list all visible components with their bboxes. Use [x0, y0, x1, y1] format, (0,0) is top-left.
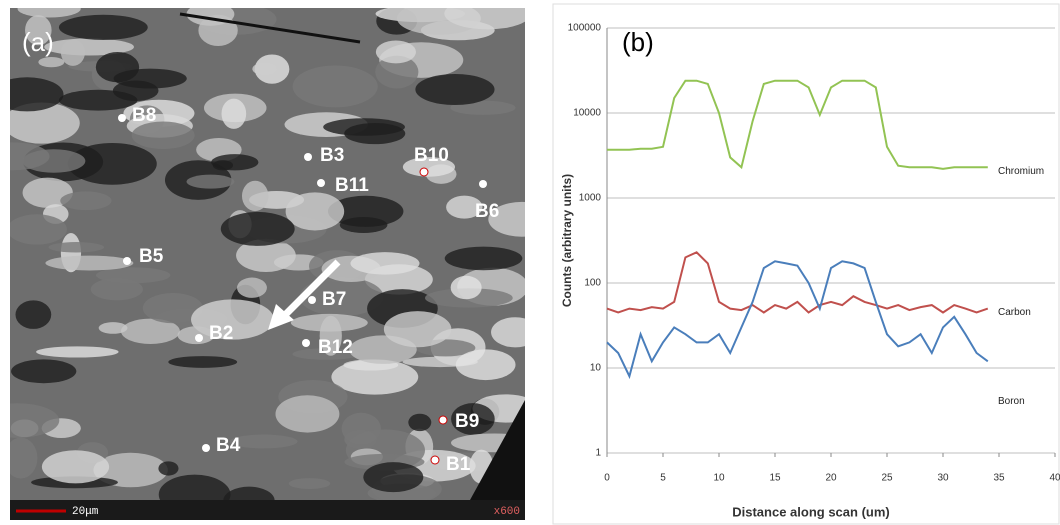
grain [491, 317, 539, 347]
grain [18, 0, 81, 17]
point-label: B10 [414, 145, 449, 166]
grain [363, 462, 423, 492]
grain [451, 276, 482, 299]
grain [15, 300, 51, 329]
point-label: B5 [139, 246, 164, 267]
x-tick-label: 20 [825, 473, 837, 484]
point-marker [317, 179, 325, 187]
point-label: B6 [475, 201, 499, 222]
grain [445, 247, 523, 271]
figure: 20μm x600 (a) (b) B1 B2 B3 B4 B5 B6 B7 B8 B9 B10 B… [0, 0, 1060, 525]
grain [7, 214, 67, 244]
grain [99, 322, 128, 334]
grain [456, 349, 516, 380]
point-marker [420, 168, 428, 176]
y-tick-label: 100000 [568, 23, 602, 34]
x-tick-label: 25 [881, 473, 893, 484]
y-tick-label: 1000 [579, 193, 602, 204]
series-label: Boron [998, 396, 1025, 407]
grain [252, 63, 277, 76]
grain [242, 181, 268, 211]
point-label: B4 [216, 435, 241, 456]
point-label: B7 [322, 289, 346, 310]
point-marker [479, 180, 487, 188]
grain [275, 395, 339, 432]
grain [323, 118, 405, 136]
magnification: x600 [494, 506, 520, 518]
x-tick-label: 0 [604, 473, 610, 484]
grain [11, 359, 76, 383]
y-tick-label: 10 [590, 363, 602, 374]
point-marker [302, 339, 310, 347]
point-label: B11 [335, 175, 369, 196]
y-tick-label: 1 [595, 448, 601, 459]
grain [45, 256, 133, 271]
point-label: B2 [209, 323, 233, 344]
point-label: B12 [318, 337, 353, 358]
grain [36, 346, 119, 357]
point-marker [118, 114, 126, 122]
grain [221, 212, 295, 246]
point-label: B9 [455, 411, 479, 432]
x-tick-label: 35 [993, 473, 1005, 484]
grain [168, 356, 237, 368]
grain [59, 15, 148, 40]
scale-text: 20μm [72, 506, 99, 518]
grain [4, 438, 37, 479]
y-axis-label: Counts (arbitrary units) [560, 174, 574, 307]
point-marker [195, 334, 203, 342]
panel-label: (a) [22, 27, 54, 57]
grain [222, 99, 247, 129]
grain [42, 450, 109, 483]
point-marker [304, 153, 312, 161]
chart-panel [553, 4, 1059, 524]
grain [38, 57, 64, 67]
x-tick-label: 40 [1049, 473, 1060, 484]
point-marker [123, 257, 131, 265]
grain [331, 359, 418, 394]
grain [60, 191, 111, 210]
x-tick-label: 30 [937, 473, 949, 484]
point-marker [308, 296, 316, 304]
y-tick-label: 100 [584, 278, 601, 289]
grain [158, 461, 178, 475]
grain [211, 154, 258, 170]
x-tick-label: 15 [769, 473, 781, 484]
y-tick-label: 10000 [573, 108, 601, 119]
grain [350, 252, 419, 274]
grain [376, 40, 416, 63]
grain [187, 175, 235, 189]
grain [61, 39, 85, 66]
grain [384, 311, 451, 347]
grain [408, 414, 431, 431]
x-tick-label: 10 [713, 473, 725, 484]
grain [293, 65, 378, 107]
point-marker [431, 456, 439, 464]
point-marker [439, 416, 447, 424]
grain [286, 192, 345, 230]
point-marker [202, 444, 210, 452]
panel-label: (b) [622, 27, 654, 57]
x-tick-label: 5 [660, 473, 666, 484]
grain [344, 430, 377, 449]
grain [237, 278, 267, 298]
series-label: Carbon [998, 307, 1031, 318]
point-label: B8 [132, 105, 156, 126]
grain [48, 242, 104, 252]
grain [289, 478, 330, 489]
series-label: Chromium [998, 166, 1044, 177]
point-label: B1 [446, 454, 471, 475]
micrograph [0, 0, 558, 520]
grain [415, 74, 494, 105]
point-label: B3 [320, 145, 344, 166]
grain [113, 81, 159, 101]
x-axis-label: Distance along scan (um) [732, 504, 889, 519]
